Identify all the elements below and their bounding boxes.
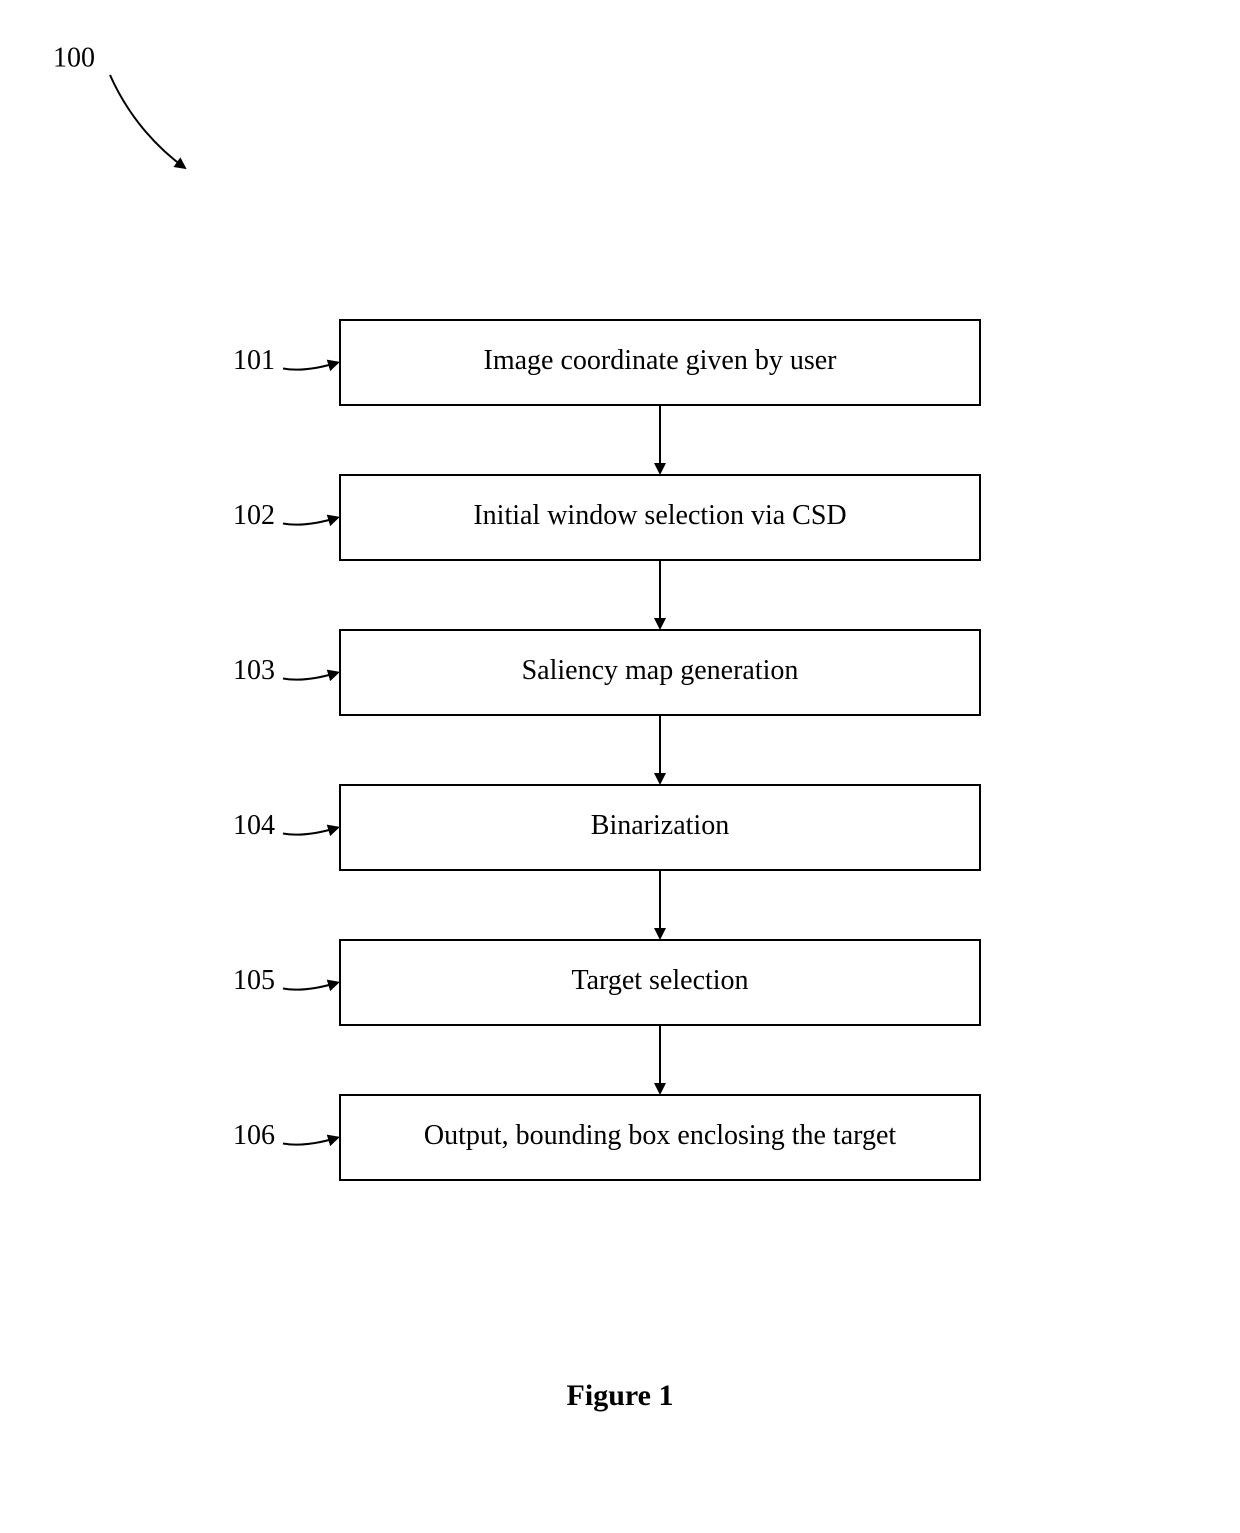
step-leader-arrow [283,828,338,835]
flow-step-number: 103 [233,655,275,686]
step-leader-arrow [283,673,338,680]
step-leader-arrow [283,518,338,525]
diagram-ref-number: 100 [53,42,95,73]
flow-step-label: Binarization [591,810,729,841]
flow-step-label: Initial window selection via CSD [473,500,846,531]
flow-step-label: Saliency map generation [522,655,799,686]
flow-step-number: 102 [233,500,275,531]
step-leader-arrow [283,983,338,990]
flow-step-number: 104 [233,810,275,841]
flow-step-number: 101 [233,345,275,376]
flow-step-number: 105 [233,965,275,996]
flowchart-diagram: 100 Image coordinate given by user 101 Init… [0,0,1240,1533]
figure-caption: Figure 1 [567,1379,674,1412]
diagram-ref-arrow [110,75,185,168]
flow-step-label: Target selection [571,965,748,996]
flow-step-label: Output, bounding box enclosing the targe… [424,1120,897,1151]
step-leader-arrow [283,1138,338,1145]
flow-step-number: 106 [233,1120,275,1151]
step-leader-arrow [283,363,338,370]
flow-step-label: Image coordinate given by user [484,345,838,376]
